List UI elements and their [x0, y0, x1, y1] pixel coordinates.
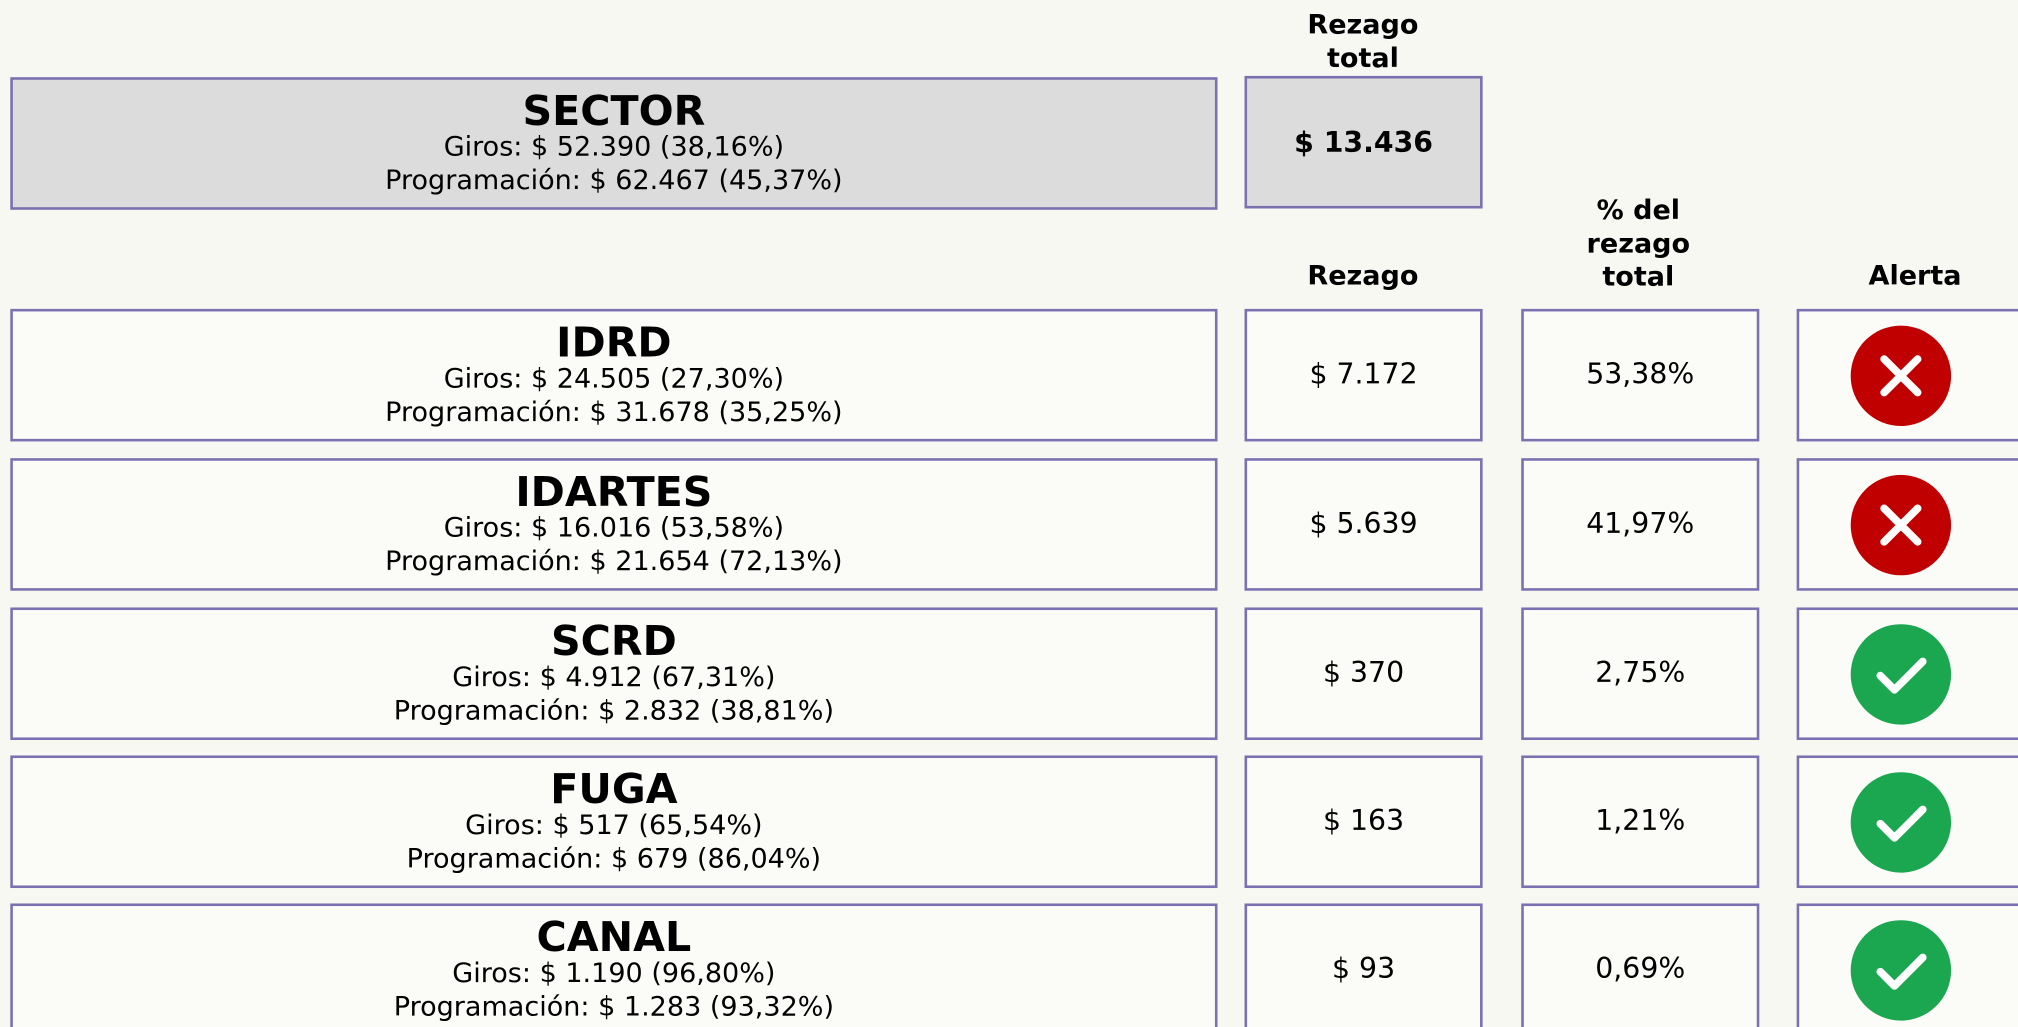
- alert-symbol: [1876, 805, 1927, 842]
- entity-name: CANAL: [536, 911, 692, 961]
- pct-box: 2,75%: [1521, 607, 1760, 741]
- alert-box: [1796, 308, 2018, 442]
- rezago-box: $ 93: [1244, 903, 1483, 1027]
- rezago-value: $ 7.172: [1309, 359, 1418, 392]
- header-alert: Alerta: [1868, 259, 1962, 291]
- pct-value: 0,69%: [1595, 953, 1686, 986]
- alert-circle: [1850, 771, 1952, 872]
- alert-icon: [1850, 324, 1952, 426]
- pct-value: 41,97%: [1586, 508, 1695, 541]
- entity-programacion: Programación: $ 2.832 (38,81%): [393, 694, 835, 726]
- pct-value: 2,75%: [1595, 657, 1686, 690]
- entity-giros: Giros: $ 24.505 (27,30%): [443, 362, 785, 394]
- entity-name: SCRD: [550, 615, 677, 665]
- rezago-box: $ 163: [1244, 755, 1483, 889]
- sector-box: SECTOR Giros: $ 52.390 (38,16%) Programa…: [10, 77, 1218, 210]
- alert-icon: [1850, 771, 1952, 872]
- pct-value: 1,21%: [1595, 805, 1686, 838]
- entity-giros: Giros: $ 4.912 (67,31%): [452, 660, 776, 692]
- entity-box: IDRD Giros: $ 24.505 (27,30%) Programación…: [10, 308, 1218, 442]
- sector-programacion: Programación: $ 62.467 (45,37%): [385, 164, 843, 195]
- alert-box: [1796, 755, 2018, 889]
- alert-circle: [1850, 919, 1952, 1020]
- alert-symbol: [1876, 657, 1927, 694]
- header-total: Rezago total: [1307, 9, 1419, 74]
- rezago-value: $ 163: [1323, 805, 1405, 838]
- total-box: $ 13.436: [1244, 75, 1483, 209]
- alert-icon: [1850, 919, 1952, 1020]
- entity-box: FUGA Giros: $ 517 (65,54%) Programación: $…: [10, 755, 1218, 889]
- entity-giros: Giros: $ 16.016 (53,58%): [443, 511, 785, 543]
- sector-name: SECTOR: [522, 85, 706, 135]
- alert-box: [1796, 903, 2018, 1027]
- pct-box: 1,21%: [1521, 755, 1760, 889]
- header-rezago: Rezago: [1307, 259, 1419, 291]
- alert-box: [1796, 458, 2018, 591]
- alert-box: [1796, 607, 2018, 741]
- entity-name: IDRD: [556, 317, 672, 367]
- rezago-box: $ 5.639: [1244, 458, 1483, 591]
- entity-box: SCRD Giros: $ 4.912 (67,31%) Programación:…: [10, 607, 1218, 741]
- rezago-box: $ 370: [1244, 607, 1483, 741]
- entity-programacion: Programación: $ 679 (86,04%): [406, 842, 822, 874]
- pct-box: 0,69%: [1521, 903, 1760, 1027]
- entity-programacion: Programación: $ 21.654 (72,13%): [385, 545, 843, 576]
- entity-giros: Giros: $ 517 (65,54%): [465, 808, 763, 840]
- entity-programacion: Programación: $ 1.283 (93,32%): [393, 990, 835, 1022]
- header-pct: % del rezago total: [1586, 194, 1691, 293]
- entity-box: CANAL Giros: $ 1.190 (96,80%) Programación…: [10, 903, 1218, 1027]
- rezago-value: $ 370: [1323, 657, 1405, 690]
- alert-symbol: [1880, 354, 1922, 396]
- alert-icon: [1850, 623, 1952, 724]
- entity-giros: Giros: $ 1.190 (96,80%): [452, 956, 776, 988]
- pct-value: 53,38%: [1586, 359, 1695, 392]
- rezago-box: $ 7.172: [1244, 308, 1483, 442]
- total-value: $ 13.436: [1294, 126, 1433, 159]
- pct-box: 53,38%: [1521, 308, 1760, 442]
- alert-symbol: [1880, 503, 1922, 546]
- entity-box: IDARTES Giros: $ 16.016 (53,58%) Programac…: [10, 458, 1218, 591]
- entity-name: IDARTES: [515, 466, 713, 516]
- entity-programacion: Programación: $ 31.678 (35,25%): [385, 395, 843, 427]
- rezago-value: $ 93: [1332, 953, 1396, 986]
- rezago-value: $ 5.639: [1309, 508, 1418, 541]
- sector-giros: Giros: $ 52.390 (38,16%): [443, 130, 785, 162]
- alert-circle: [1850, 623, 1952, 724]
- alert-icon: [1850, 474, 1952, 575]
- alert-symbol: [1876, 953, 1927, 990]
- entity-name: FUGA: [550, 763, 678, 813]
- pct-box: 41,97%: [1521, 458, 1760, 591]
